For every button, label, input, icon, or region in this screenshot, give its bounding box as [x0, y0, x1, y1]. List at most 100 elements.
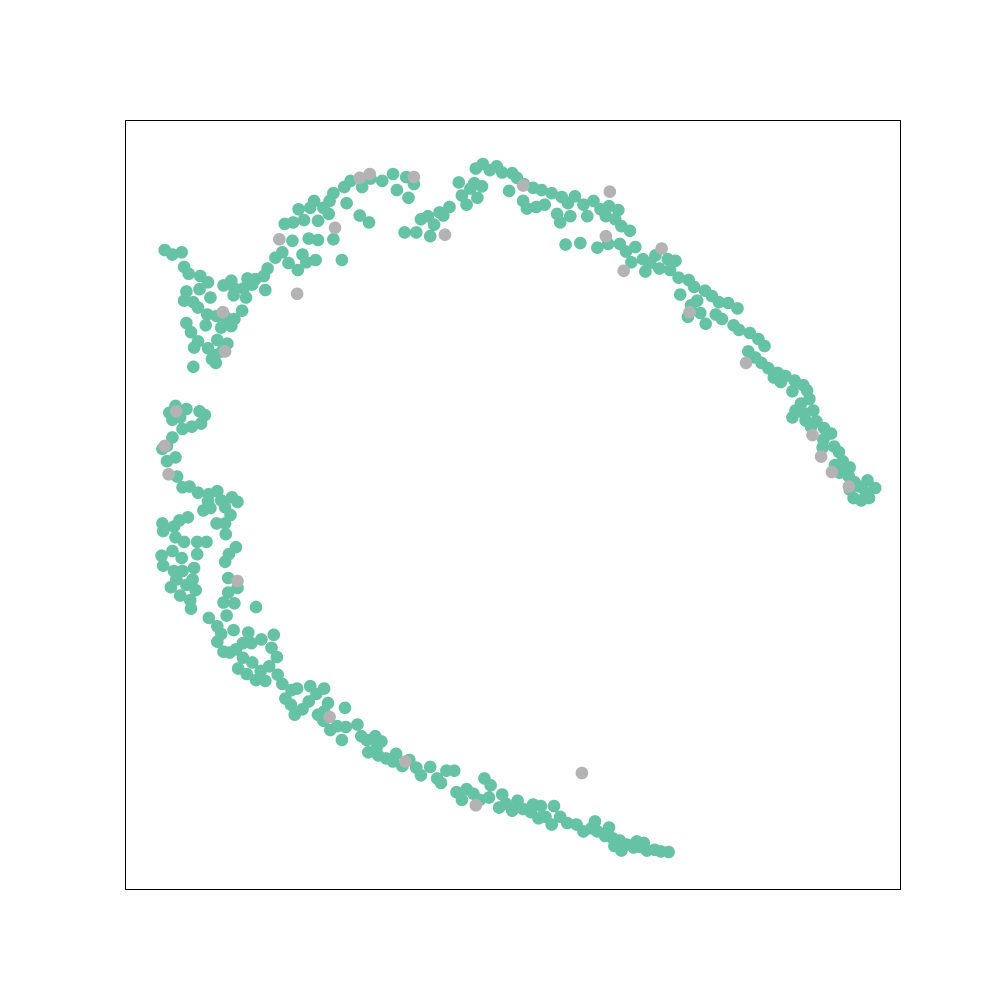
scatter-point-0-89	[209, 356, 223, 370]
scatter-point-0-330	[423, 760, 437, 774]
scatter-point-0-258	[173, 589, 187, 602]
scatter-point-0-273	[220, 609, 233, 622]
scatter-point-0-294	[240, 667, 253, 681]
scatter-point-0-162	[762, 362, 775, 375]
scatter-point-0-76	[214, 321, 228, 334]
scatter-point-0-68	[204, 291, 217, 304]
scatter-point-1-1	[363, 167, 377, 181]
scatter-point-0-17	[437, 209, 450, 222]
scatter-point-0-42	[353, 209, 367, 222]
scatter-point-0-264	[210, 517, 223, 530]
scatter-point-0-57	[335, 253, 349, 267]
scatter-point-0-78	[211, 333, 224, 347]
scatter-point-0-378	[339, 720, 353, 734]
scatter-point-0-113	[587, 194, 600, 208]
scatter-point-1-18	[683, 305, 696, 319]
scatter-point-0-196	[862, 491, 876, 505]
scatter-point-0-246	[166, 544, 179, 558]
scatter-point-0-377	[637, 836, 651, 850]
scatter-point-0-66	[227, 289, 240, 302]
scatter-point-0-45	[311, 214, 325, 228]
scatter-point-1-8	[290, 287, 304, 301]
scatter-point-1-12	[158, 439, 171, 453]
scatter-point-1-21	[814, 450, 828, 463]
scatter-point-0-274	[202, 611, 216, 625]
scatter-point-0-121	[581, 209, 594, 223]
scatter-point-0-357	[560, 816, 574, 830]
scatter-point-0-155	[732, 323, 746, 337]
scatter-point-0-175	[786, 411, 799, 424]
scatter-point-0-263	[218, 555, 232, 569]
scatter-point-0-255	[186, 573, 199, 586]
scatter-point-0-130	[574, 236, 587, 250]
scatter-point-0-202	[699, 317, 712, 331]
scatter-point-0-260	[189, 583, 202, 597]
scatter-point-0-49	[286, 234, 299, 248]
scatter-point-0-103	[502, 184, 516, 198]
scatter-point-1-20	[806, 428, 819, 442]
scatter-point-0-269	[221, 586, 235, 599]
scatter-point-1-23	[842, 480, 856, 493]
scatter-point-0-36	[303, 201, 317, 215]
scatter-point-0-141	[663, 263, 677, 277]
scatter-point-0-122	[564, 209, 577, 223]
scatter-point-0-298	[276, 677, 289, 691]
scatter-point-0-140	[653, 262, 666, 275]
scatter-point-1-22	[825, 465, 839, 479]
scatter-point-0-92	[177, 294, 191, 308]
scatter-point-1-15	[599, 229, 613, 243]
scatter-point-0-56	[291, 263, 305, 277]
scatter-point-0-127	[516, 194, 530, 208]
scatter-point-0-197	[868, 481, 882, 495]
scatter-point-0-37	[292, 203, 305, 216]
scatter-point-0-247	[175, 551, 188, 565]
scatter-point-0-7	[452, 176, 466, 189]
scatter-point-1-14	[231, 574, 244, 588]
scatter-point-0-292	[236, 651, 250, 665]
scatter-point-0-340	[482, 791, 496, 804]
scatter-point-0-371	[662, 845, 675, 859]
scatter-point-0-64	[259, 283, 272, 297]
scatter-point-0-51	[269, 251, 282, 264]
scatter-point-0-283	[242, 626, 255, 639]
scatter-point-1-6	[328, 221, 342, 235]
scatter-point-0-53	[282, 256, 295, 270]
scatter-point-0-136	[625, 255, 638, 269]
scatter-point-0-111	[568, 190, 582, 203]
scatter-point-0-16	[414, 213, 428, 226]
scatter-point-0-97	[182, 267, 195, 281]
scatter-point-1-5	[438, 228, 452, 241]
scatter-point-0-257	[176, 564, 189, 578]
scatter-point-0-22	[390, 183, 404, 197]
scatter-point-0-169	[786, 385, 799, 398]
scatter-point-0-198	[861, 474, 874, 487]
scatter-point-1-9	[216, 305, 230, 319]
scatter-point-0-128	[538, 198, 551, 211]
scatter-point-0-261	[184, 602, 198, 615]
scatter-point-1-27	[575, 766, 589, 780]
scatter-point-0-158	[758, 339, 771, 353]
scatter-point-0-206	[639, 265, 652, 278]
scatter-point-0-284	[245, 636, 258, 650]
scatter-point-0-88	[187, 360, 200, 374]
scatter-point-0-329	[414, 769, 428, 782]
scatter-points	[155, 157, 882, 859]
scatter-point-1-25	[399, 755, 412, 768]
scatter-point-0-288	[270, 650, 284, 664]
scatter-point-1-4	[603, 185, 617, 198]
scatter-point-0-205	[669, 254, 682, 268]
scatter-point-1-17	[655, 242, 668, 255]
scatter-point-0-166	[767, 371, 781, 384]
scatter-point-0-95	[175, 246, 188, 259]
scatter-point-0-287	[265, 641, 278, 655]
scatter-point-0-82	[201, 342, 215, 355]
scatter-point-0-124	[550, 207, 564, 221]
scatter-point-0-241	[156, 524, 170, 538]
scatter-point-0-26	[386, 167, 400, 181]
scatter-point-0-86	[184, 325, 198, 339]
scatter-point-0-301	[284, 698, 298, 711]
scatter-point-0-118	[623, 224, 637, 238]
scatter-point-0-296	[259, 674, 272, 688]
scatter-point-1-24	[323, 710, 336, 724]
scatter-point-0-107	[535, 183, 548, 197]
